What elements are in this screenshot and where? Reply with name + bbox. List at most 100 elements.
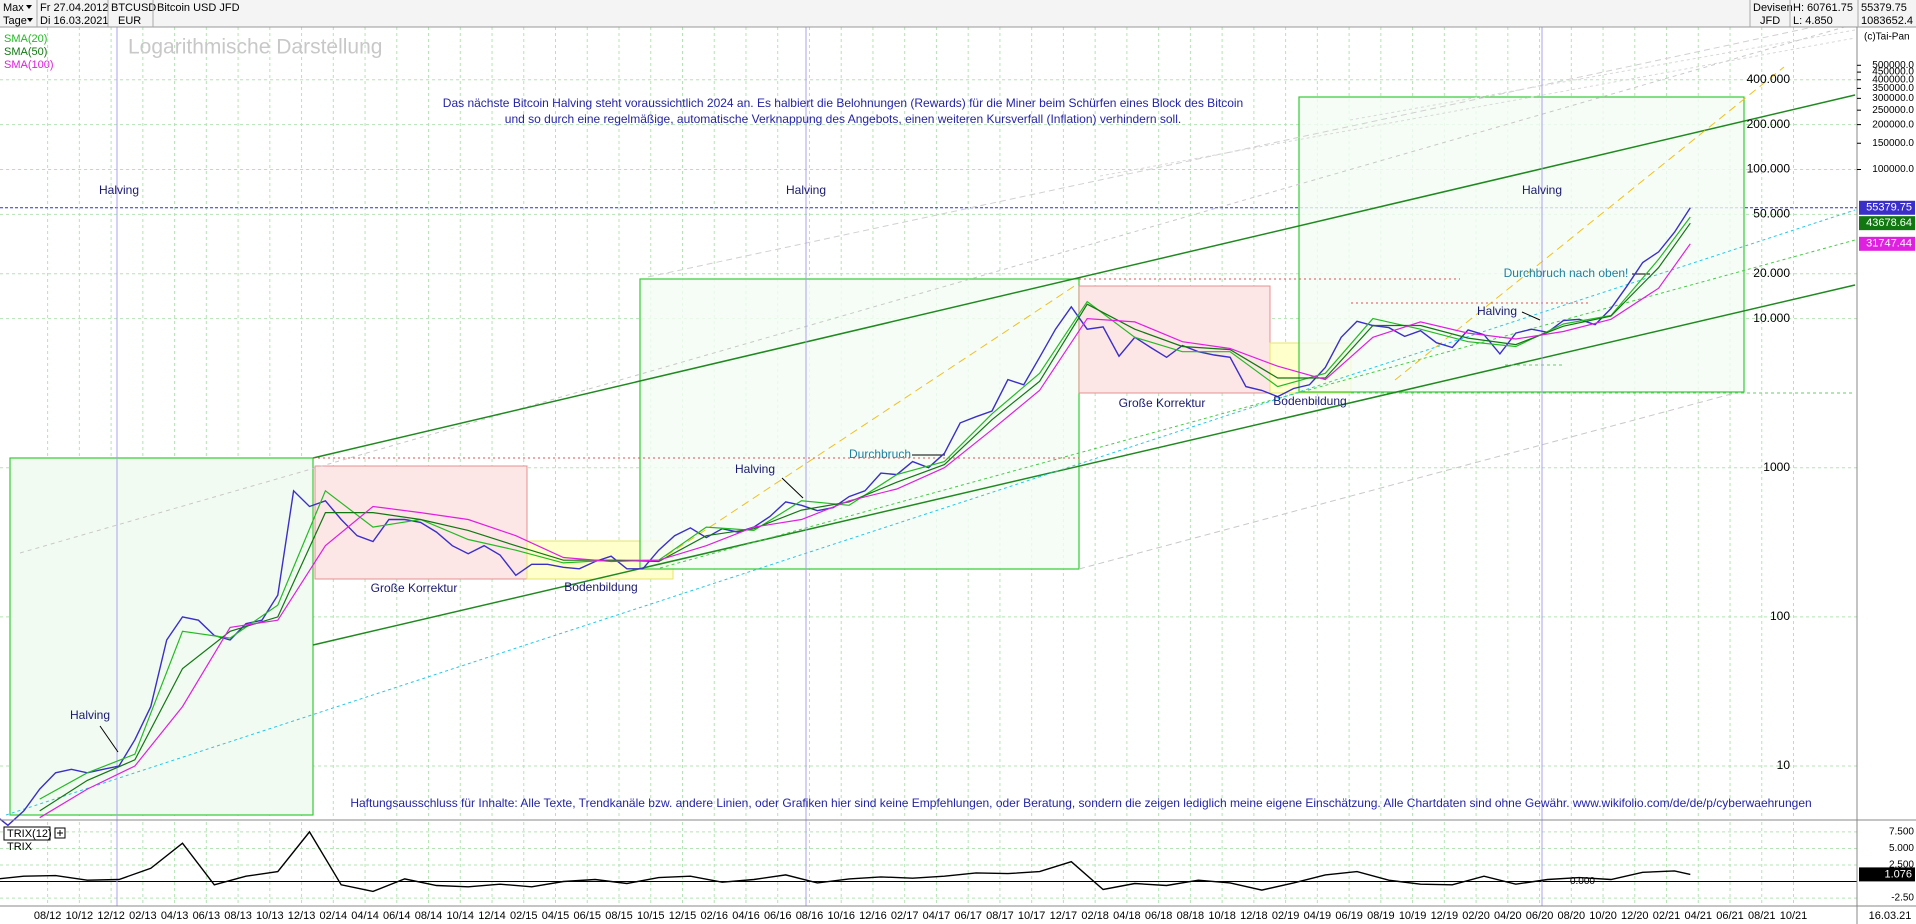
x-tick-label: 08/17 xyxy=(986,910,1014,922)
y-tick-label: 2.500 xyxy=(1889,860,1914,871)
x-tick-label: 10/21 xyxy=(1780,910,1808,922)
annotation: Halving xyxy=(786,183,826,197)
annotation: Halving xyxy=(1522,183,1562,197)
legend-entry: SMA(100) xyxy=(4,59,54,71)
y-tick-label: 150000.0 xyxy=(1872,138,1914,149)
x-tick-label: 10/17 xyxy=(1018,910,1046,922)
last-value-label: 31747.44 xyxy=(1866,238,1912,250)
drawings xyxy=(5,17,1856,906)
y-tick-label: 100 xyxy=(1770,609,1790,623)
indicator-title: TRIX(12) xyxy=(7,828,52,840)
x-tick-label: 12/20 xyxy=(1621,910,1649,922)
x-tick-label: 10/20 xyxy=(1589,910,1617,922)
channel-bottom xyxy=(312,284,1856,646)
y-tick-label: 10 xyxy=(1777,758,1791,772)
x-tick-label: 12/17 xyxy=(1050,910,1078,922)
series-line xyxy=(39,216,1691,800)
x-tick-label: 02/17 xyxy=(891,910,919,922)
interval-select[interactable]: Tage xyxy=(3,15,27,27)
annotation: Halving xyxy=(70,708,110,722)
x-tick-label: 08/18 xyxy=(1177,910,1205,922)
x-tick-label: 06/20 xyxy=(1526,910,1554,922)
broker: JFD xyxy=(1760,15,1780,27)
zone-box xyxy=(9,457,314,816)
series-line xyxy=(0,207,1691,827)
series-line xyxy=(0,830,1691,893)
trend-line xyxy=(659,239,1856,569)
annotation: Große Korrektur xyxy=(1119,396,1206,410)
y-tick-label: 50.000 xyxy=(1753,207,1790,221)
x-tick-label: 12/14 xyxy=(478,910,506,922)
y-tick-label: 1000 xyxy=(1763,460,1790,474)
y-tick-label: 10.000 xyxy=(1753,311,1790,325)
y-tick-label: 100000.0 xyxy=(1872,164,1914,175)
x-tick-label: 06/13 xyxy=(193,910,221,922)
trend-line xyxy=(1349,29,1856,121)
last-value-box xyxy=(1859,867,1915,882)
annotation: Große Korrektur xyxy=(371,581,458,595)
x-tick-label: 04/15 xyxy=(542,910,570,922)
x-tick-label: 10/13 xyxy=(256,910,284,922)
x-tick-label: 06/21 xyxy=(1716,910,1744,922)
indicator-legend: TRIX xyxy=(7,841,33,853)
y-tick-label: 500000.0 xyxy=(1872,60,1914,71)
x-tick-label: 12/18 xyxy=(1240,910,1268,922)
annotation: Halving xyxy=(1477,304,1517,318)
x-tick-label: 04/19 xyxy=(1304,910,1332,922)
x-tick-label: 08/21 xyxy=(1748,910,1776,922)
end-date: 16.03.21 xyxy=(1869,910,1912,922)
x-tick-label: 06/16 xyxy=(764,910,792,922)
x-tick-label: 02/18 xyxy=(1081,910,1109,922)
zone-box xyxy=(1298,96,1745,393)
high: H: 60761.75 xyxy=(1793,2,1853,14)
x-tick-label: 10/19 xyxy=(1399,910,1427,922)
channel-top xyxy=(312,94,1856,459)
x-tick-label: 06/17 xyxy=(954,910,982,922)
trend-line xyxy=(647,17,1856,278)
x-tick-label: 04/16 xyxy=(732,910,760,922)
x-tick-label: 02/13 xyxy=(129,910,157,922)
x-tick-label: 04/18 xyxy=(1113,910,1141,922)
x-tick-label: 12/12 xyxy=(97,910,125,922)
disclaimer: Haftungsausschluss für Inhalte: Alle Tex… xyxy=(350,796,1811,810)
x-tick-label: 02/19 xyxy=(1272,910,1300,922)
x-tick-label: 04/21 xyxy=(1685,910,1713,922)
y-tick-label: 20.000 xyxy=(1753,266,1790,280)
y-tick-label: 200.000 xyxy=(1747,117,1791,131)
last-value-label: 55379.75 xyxy=(1866,202,1912,214)
last-value-box xyxy=(1859,236,1915,251)
series-line xyxy=(39,222,1691,812)
notice: Das nächste Bitcoin Halving steht voraus… xyxy=(443,96,1243,110)
x-tick-label: 06/19 xyxy=(1335,910,1363,922)
x-tick-label: 02/20 xyxy=(1462,910,1490,922)
annotation: Durchbruch xyxy=(849,447,911,461)
trend-line xyxy=(19,23,1856,554)
header: Max Tage Fr 27.04.2012 Di 16.03.2021 BTC… xyxy=(0,0,1916,43)
x-tick-label: 08/13 xyxy=(224,910,252,922)
x-tick-label: 10/16 xyxy=(827,910,855,922)
x-tick-label: 04/17 xyxy=(923,910,951,922)
x-tick-label: 02/21 xyxy=(1653,910,1681,922)
x-tick-label: 10/12 xyxy=(66,910,94,922)
x-tick-label: 04/20 xyxy=(1494,910,1522,922)
indicator-title-box xyxy=(3,826,51,841)
trend-line xyxy=(5,209,1856,816)
x-tick-label: 08/16 xyxy=(796,910,824,922)
x-tick-label: 08/19 xyxy=(1367,910,1395,922)
y-tick-label: 300000.0 xyxy=(1872,93,1914,104)
last-value-box xyxy=(1859,216,1915,231)
data-marks xyxy=(0,207,1691,893)
y-tick-label: 400.000 xyxy=(1747,72,1791,86)
x-tick-label: 10/14 xyxy=(447,910,475,922)
zone-box xyxy=(639,278,1080,570)
annotation: Bodenbildung xyxy=(1273,394,1346,408)
series-line xyxy=(39,243,1691,819)
low: L: 4.850 xyxy=(1793,15,1833,27)
annotation: Halving xyxy=(99,183,139,197)
texts: Logarithmische Darstellung Das nächste B… xyxy=(70,36,1812,811)
header-extra: 1083652.4 xyxy=(1861,15,1913,27)
range-select[interactable]: Max xyxy=(3,2,24,14)
x-tick-label: 06/15 xyxy=(573,910,601,922)
y-tick-label: 0.000 xyxy=(1570,876,1595,887)
